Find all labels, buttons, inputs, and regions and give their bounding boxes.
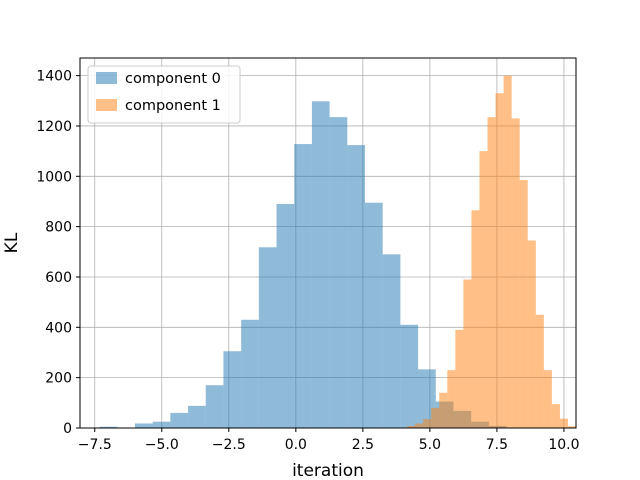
y-tick-label: 200 [45,371,72,387]
bar-component-0 [329,117,348,428]
bar-component-0 [241,319,259,428]
legend-label-component-0: component 0 [125,71,221,87]
bar-component-1 [527,240,536,428]
bar-component-0 [170,412,189,428]
bar-component-0 [276,203,295,428]
bar-component-1 [551,404,560,428]
legend-swatch-component-0 [96,72,117,84]
bar-component-0 [294,144,312,428]
legend-box [87,65,241,124]
bar-component-0 [205,385,224,428]
x-tick-label: 10.0 [548,437,579,453]
bar-component-1 [479,151,488,428]
bar-component-1 [503,75,512,428]
x-tick-label: −5.0 [145,437,179,453]
bar-component-0 [134,423,153,428]
x-tick-label: −7.5 [78,437,112,453]
y-axis-label: KL [2,232,22,253]
bar-component-0 [364,202,383,428]
x-axis-label: iteration [292,461,364,480]
bar-component-1 [487,117,496,428]
y-tick-label: 0 [63,421,72,437]
bar-component-1 [439,392,448,428]
x-tick-label: 7.5 [486,437,508,453]
plot-frame [79,57,577,429]
bar-component-0 [347,145,365,428]
bar-component-1 [559,418,568,428]
bar-component-1 [495,93,504,428]
legend: component 0 component 1 [87,65,241,124]
x-tick-label: 2.5 [352,437,374,453]
y-tick-label: 400 [45,320,72,336]
histogram-bars [99,75,576,429]
legend-label-component-1: component 1 [125,98,221,114]
bar-component-1 [423,419,432,428]
bar-component-0 [258,247,277,428]
x-tick-label: 5.0 [419,437,441,453]
bar-component-0 [152,421,171,428]
bar-component-1 [567,426,576,428]
x-tick-label: −2.5 [212,437,246,453]
bar-component-1 [535,314,544,428]
y-tick-label: 600 [45,270,72,286]
bar-component-0 [223,351,242,428]
bar-component-1 [407,425,416,428]
bar-component-0 [382,254,401,428]
bar-component-1 [511,118,520,428]
y-tick-label: 1000 [36,169,72,185]
bar-component-1 [471,210,480,428]
y-tick-label: 1200 [36,119,72,135]
y-tick-label: 800 [45,220,72,236]
bar-component-0 [99,426,118,428]
bar-component-1 [431,407,440,428]
y-tick-label: 1400 [36,69,72,85]
bar-component-0 [400,324,419,428]
x-tick-label: 0.0 [285,437,307,453]
bar-component-0 [311,101,330,429]
y-axis-ticks: 0 200 400 600 800 1000 1200 1400 [36,69,80,437]
legend-swatch-component-1 [96,99,117,111]
bar-component-0 [188,405,206,428]
bar-component-1 [543,370,552,428]
bar-component-1 [447,370,456,428]
bar-component-1 [463,279,472,428]
bar-component-1 [455,329,464,428]
x-axis-ticks: −7.5 −5.0 −2.5 0.0 2.5 5.0 7.5 10.0 [78,428,580,453]
bar-component-1 [415,423,424,428]
bar-component-1 [519,180,528,428]
